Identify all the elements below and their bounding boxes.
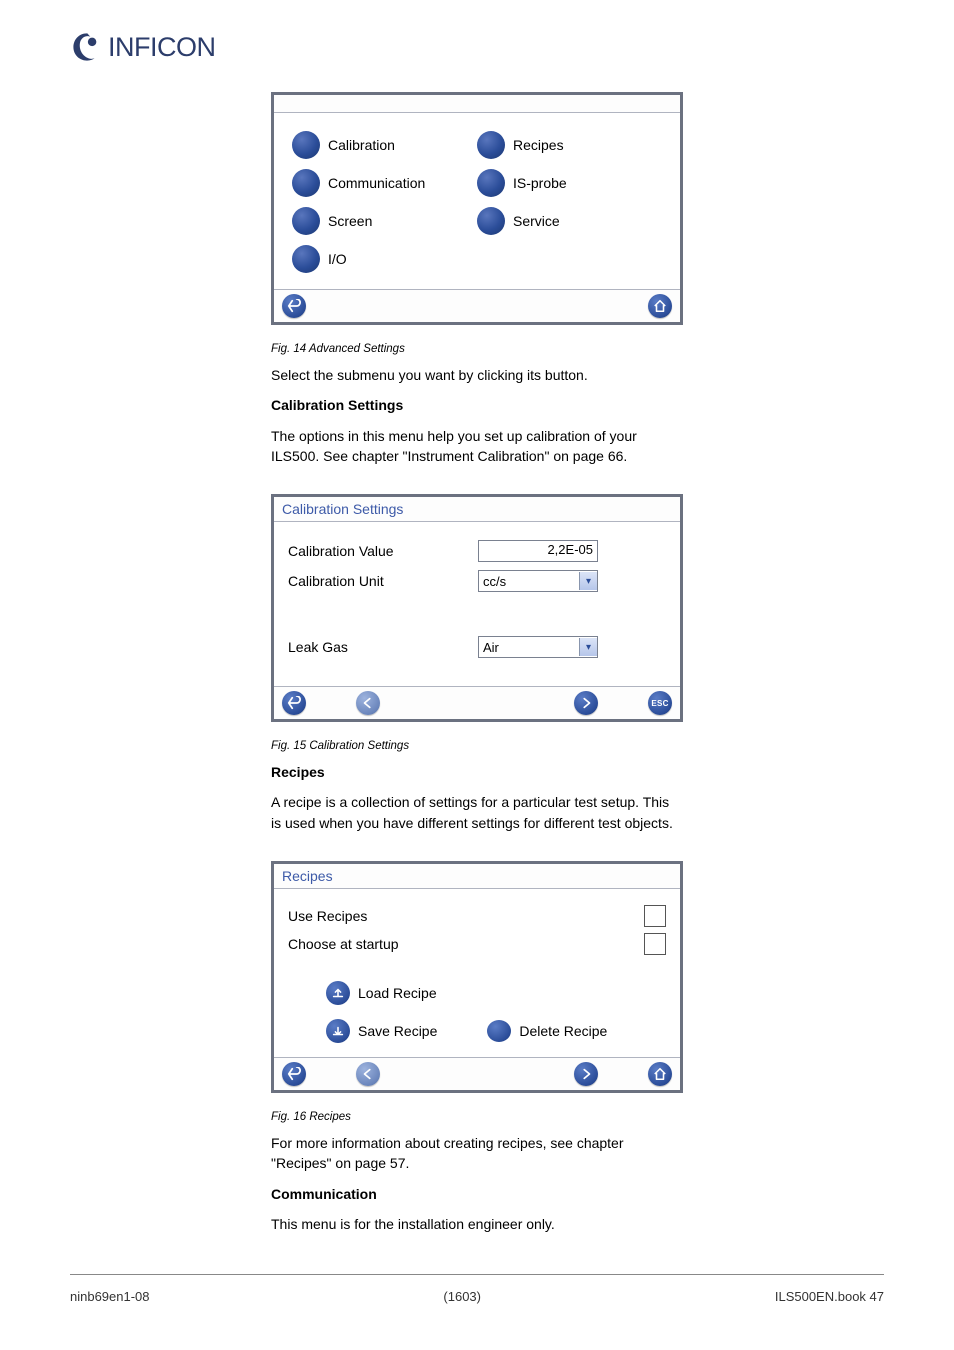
delete-recipe-label: Delete Recipe	[519, 1023, 607, 1039]
save-recipe-button[interactable]: Save Recipe	[326, 1019, 437, 1043]
calibration-value-label: Calibration Value	[288, 543, 478, 559]
bullet-icon	[477, 207, 505, 235]
delete-recipe-button[interactable]: Delete Recipe	[487, 1020, 607, 1042]
save-recipe-label: Save Recipe	[358, 1023, 437, 1039]
choose-at-startup-label: Choose at startup	[288, 936, 399, 952]
para-recipes-more: For more information about creating reci…	[271, 1133, 683, 1174]
panel2-title: Calibration Settings	[274, 497, 680, 522]
save-icon	[326, 1019, 350, 1043]
menu-label: Calibration	[328, 137, 395, 153]
menu-label: Screen	[328, 213, 372, 229]
prev-arrow-icon[interactable]	[356, 1062, 380, 1086]
bullet-icon	[292, 131, 320, 159]
menu-label: Service	[513, 213, 560, 229]
back-icon[interactable]	[282, 294, 306, 318]
menu-label: Recipes	[513, 137, 564, 153]
menu-label: I/O	[328, 251, 347, 267]
calibration-unit-value: cc/s	[483, 574, 506, 589]
menu-screen[interactable]: Screen	[292, 207, 477, 235]
logo-swirl-icon	[70, 30, 104, 64]
home-icon[interactable]	[648, 294, 672, 318]
heading-calibration-settings: Calibration Settings	[271, 395, 683, 415]
caption-advanced-settings: Fig. 14 Advanced Settings	[271, 343, 683, 355]
recipes-panel: Recipes Use Recipes Choose at startup	[271, 861, 683, 1093]
delete-icon	[487, 1020, 511, 1042]
page-divider	[70, 1274, 884, 1275]
caption-recipes: Fig. 16 Recipes	[271, 1111, 683, 1123]
para-calibration-desc: The options in this menu help you set up…	[271, 426, 683, 467]
caption-calibration-settings: Fig. 15 Calibration Settings	[271, 740, 683, 752]
menu-recipes[interactable]: Recipes	[477, 131, 662, 159]
use-recipes-checkbox[interactable]	[644, 905, 666, 927]
menu-service[interactable]: Service	[477, 207, 662, 235]
heading-recipes: Recipes	[271, 762, 683, 782]
panel1-header	[274, 95, 680, 113]
bullet-icon	[292, 169, 320, 197]
bullet-icon	[477, 169, 505, 197]
load-recipe-button[interactable]: Load Recipe	[326, 981, 437, 1005]
calibration-settings-panel: Calibration Settings Calibration Value 2…	[271, 494, 683, 722]
calibration-unit-select[interactable]: cc/s ▾	[478, 570, 598, 592]
advanced-settings-panel: Calibration Recipes Communication IS-pro…	[271, 92, 683, 325]
bullet-icon	[292, 207, 320, 235]
calibration-value-input[interactable]: 2,2E-05	[478, 540, 598, 562]
logo-text: INFICON	[108, 32, 216, 63]
prev-arrow-icon[interactable]	[356, 691, 380, 715]
choose-at-startup-checkbox[interactable]	[644, 933, 666, 955]
load-recipe-label: Load Recipe	[358, 985, 437, 1001]
use-recipes-label: Use Recipes	[288, 908, 367, 924]
home-icon[interactable]	[648, 1062, 672, 1086]
menu-calibration[interactable]: Calibration	[292, 131, 477, 159]
brand-logo: INFICON	[70, 30, 884, 64]
bullet-icon	[477, 131, 505, 159]
next-arrow-icon[interactable]	[574, 691, 598, 715]
panel3-title: Recipes	[274, 864, 680, 889]
next-arrow-icon[interactable]	[574, 1062, 598, 1086]
calibration-unit-label: Calibration Unit	[288, 573, 478, 589]
menu-io[interactable]: I/O	[292, 245, 477, 273]
chevron-down-icon: ▾	[579, 572, 597, 590]
menu-label: Communication	[328, 175, 425, 191]
menu-communication[interactable]: Communication	[292, 169, 477, 197]
para-communication-desc: This menu is for the installation engine…	[271, 1214, 683, 1234]
back-icon[interactable]	[282, 691, 306, 715]
load-icon	[326, 981, 350, 1005]
footer-right: ILS500EN.book 47	[775, 1289, 884, 1304]
para-select-submenu: Select the submenu you want by clicking …	[271, 365, 683, 385]
leak-gas-value: Air	[483, 640, 499, 655]
leak-gas-label: Leak Gas	[288, 639, 478, 655]
para-recipes-desc: A recipe is a collection of settings for…	[271, 792, 683, 833]
menu-label: IS-probe	[513, 175, 567, 191]
menu-is-probe[interactable]: IS-probe	[477, 169, 662, 197]
esc-button[interactable]: ESC	[648, 691, 672, 715]
bullet-icon	[292, 245, 320, 273]
chevron-down-icon: ▾	[579, 638, 597, 656]
leak-gas-select[interactable]: Air ▾	[478, 636, 598, 658]
footer-left: ninb69en1-08	[70, 1289, 150, 1304]
footer-center: (1603)	[443, 1289, 481, 1304]
page-footer: ninb69en1-08 (1603) ILS500EN.book 47	[70, 1289, 884, 1304]
heading-communication: Communication	[271, 1184, 683, 1204]
back-icon[interactable]	[282, 1062, 306, 1086]
